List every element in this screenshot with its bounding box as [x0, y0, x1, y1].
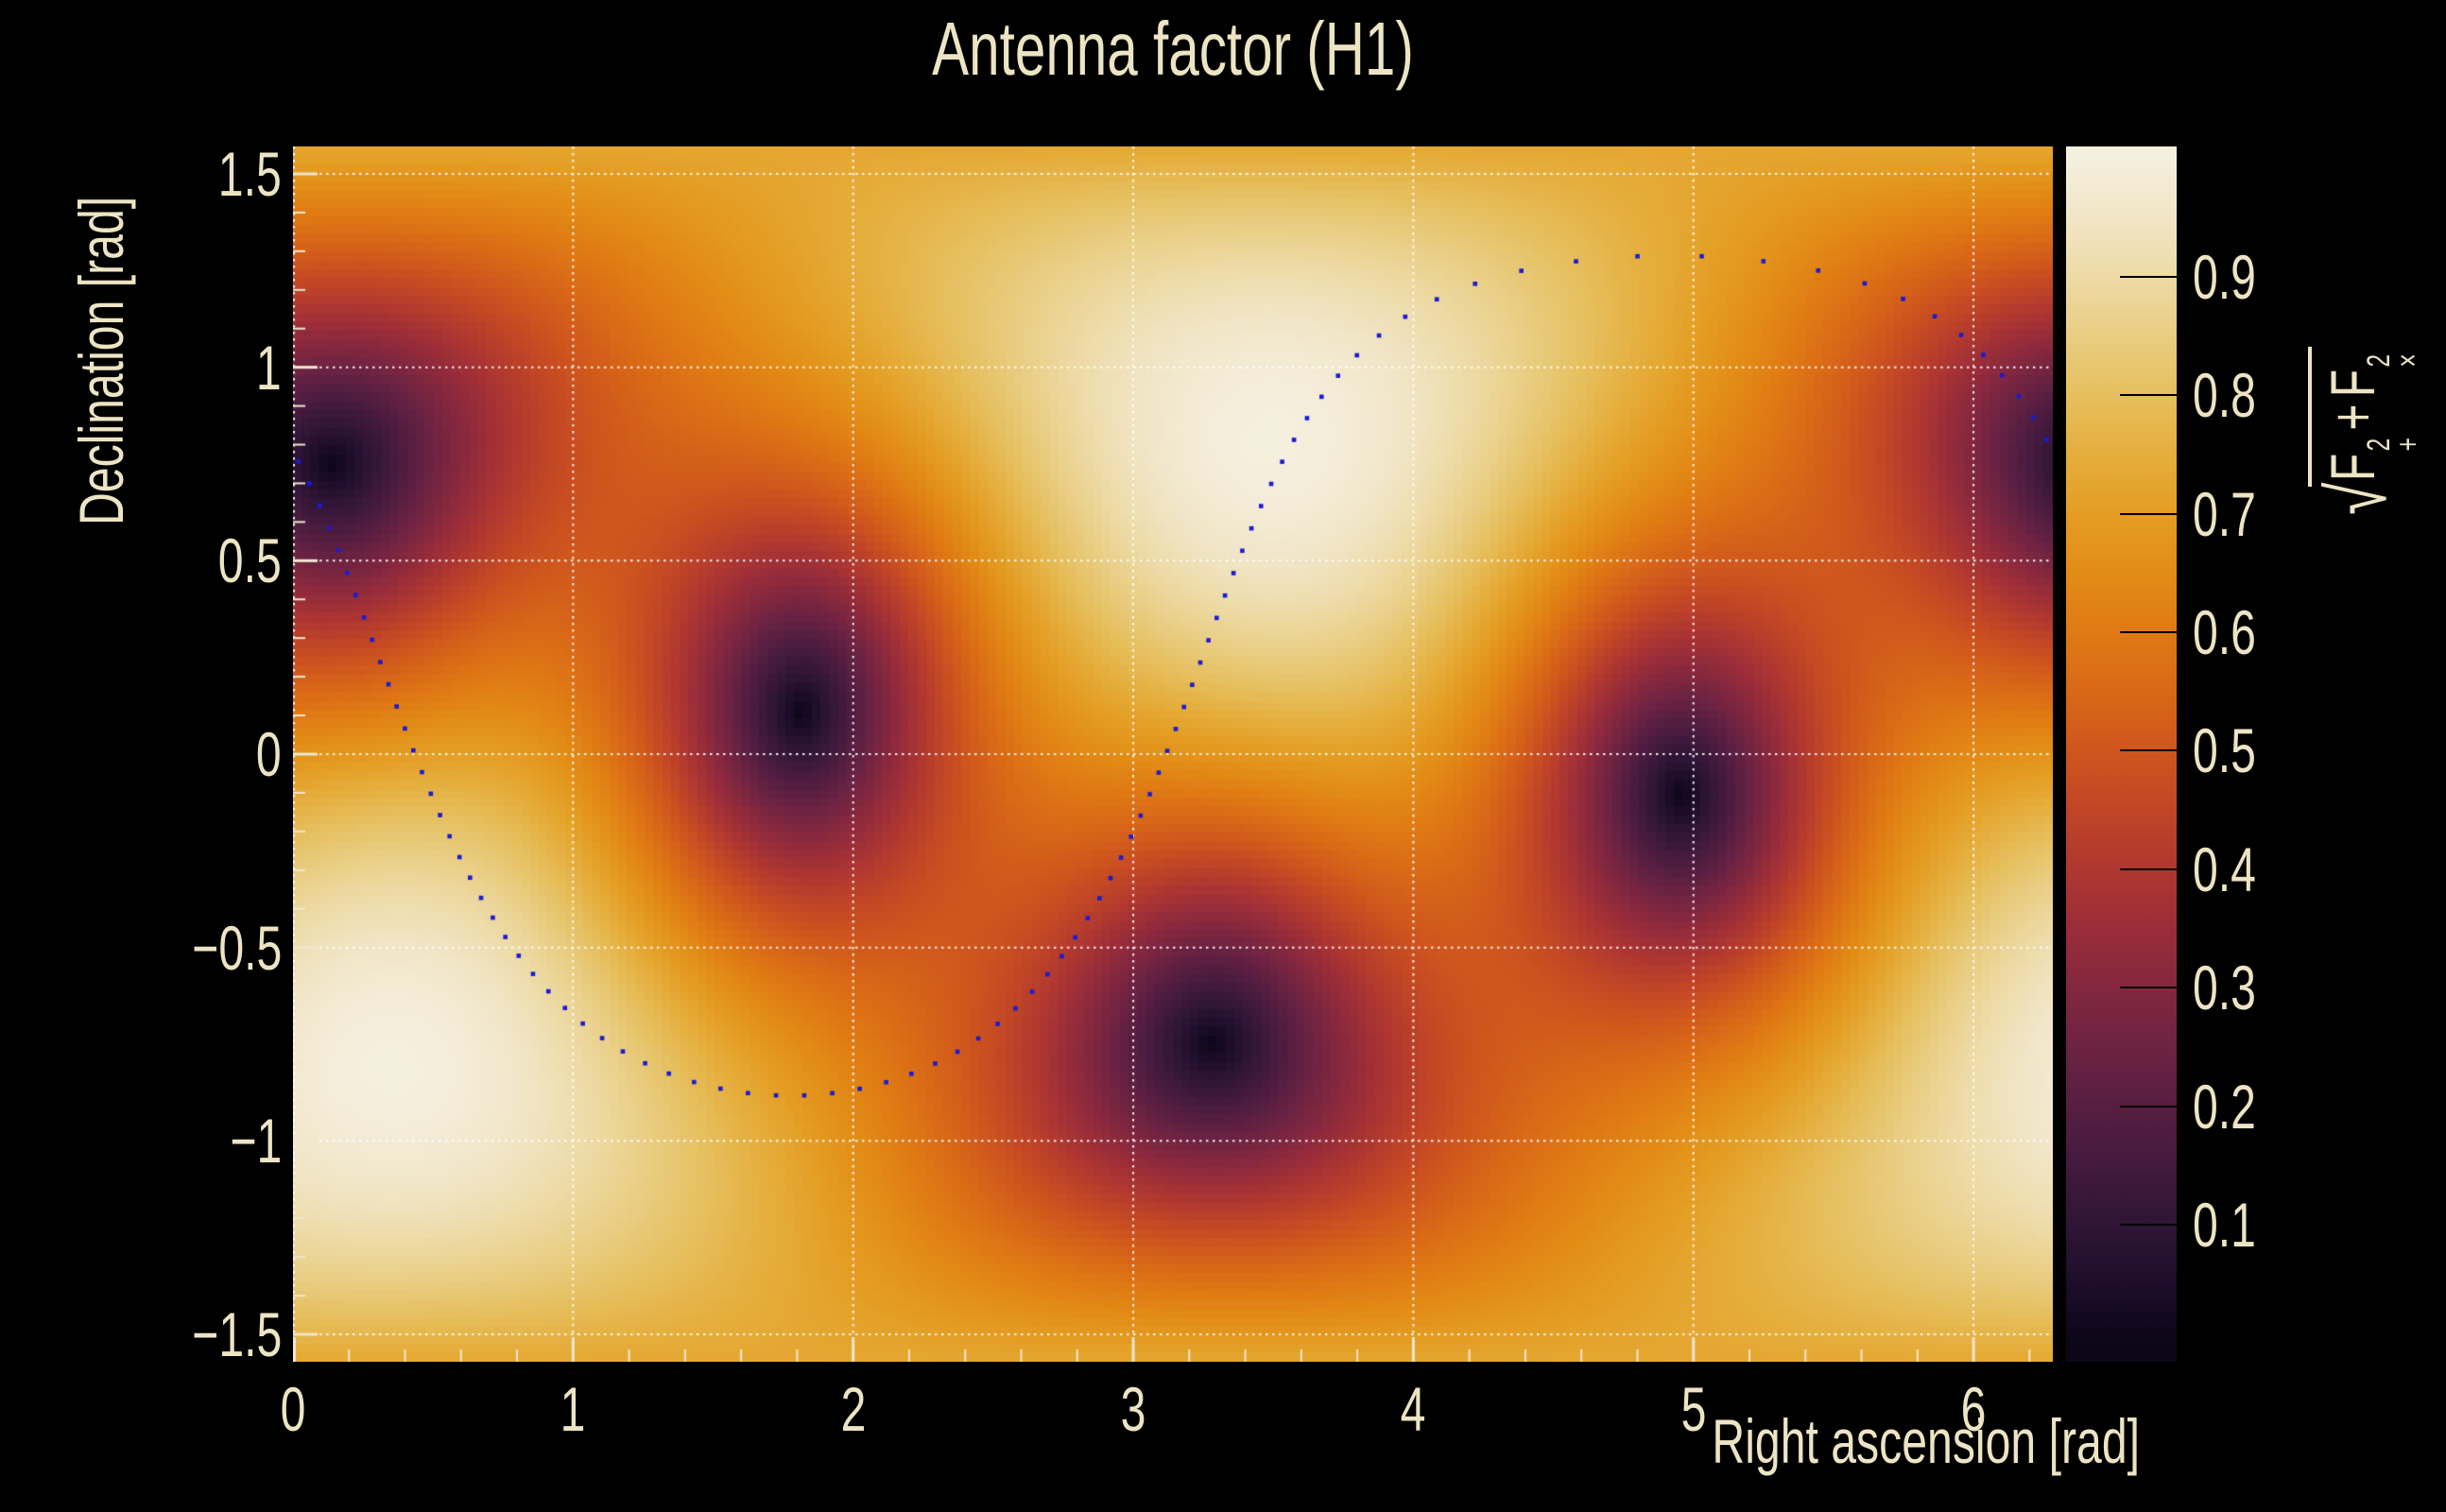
colorbar-tick-label: 0.8 [2193, 360, 2256, 431]
y-tick-label: 1.5 [218, 138, 282, 209]
colorbar-tick [2120, 749, 2177, 752]
colorbar-tick [2120, 394, 2177, 397]
colorbar-tick [2120, 868, 2177, 870]
f-cross-squared: F 2 × [2317, 353, 2427, 398]
f-plus-squared: F 2 + [2317, 437, 2427, 482]
colorbar-tick [2120, 987, 2177, 989]
y-tick-label: 0.5 [218, 525, 282, 596]
colorbar-axis-title: √F 2 + + F 2 × [2308, 346, 2426, 515]
colorbar-tick [2120, 512, 2177, 515]
colorbar-tick-label: 0.7 [2193, 478, 2256, 549]
antenna-factor-heatmap [293, 146, 2053, 1362]
colorbar-tick-label: 0.9 [2193, 241, 2256, 312]
x-tick-label: 3 [1120, 1374, 1146, 1444]
x-axis-title: Right ascension [rad] [1712, 1406, 2140, 1476]
y-axis-title: Declination [rad] [66, 196, 136, 525]
colorbar-tick [2120, 1224, 2177, 1227]
colorbar-tick-label: 0.5 [2193, 715, 2256, 786]
y-tick-label: −0.5 [191, 912, 282, 983]
colorbar-gradient [2066, 146, 2177, 1362]
x-tick-label: 6 [1960, 1374, 1987, 1444]
colorbar-tick-label: 0.6 [2193, 597, 2256, 668]
x-tick-label: 5 [1680, 1374, 1707, 1444]
colorbar-tick-label: 0.1 [2193, 1190, 2256, 1261]
y-tick-label: 1 [256, 332, 282, 403]
y-tick-label: −1 [230, 1106, 282, 1177]
x-tick-label: 1 [560, 1374, 586, 1444]
colorbar-tick [2120, 1105, 2177, 1108]
plus-operator: + [2317, 404, 2387, 431]
colorbar-tick [2120, 631, 2177, 634]
y-tick-label: 0 [256, 719, 282, 789]
colorbar-tick-label: 0.3 [2193, 953, 2256, 1023]
page-title: Antenna factor (H1) [932, 7, 1414, 91]
sqrt-radical-glyph: √ [2313, 482, 2403, 515]
colorbar-tick [2120, 275, 2177, 278]
colorbar-tick-label: 0.2 [2193, 1071, 2256, 1142]
colorbar-tick-label: 0.4 [2193, 833, 2256, 904]
x-tick-label: 2 [840, 1374, 867, 1444]
x-tick-label: 0 [280, 1374, 306, 1444]
x-tick-label: 4 [1400, 1374, 1426, 1444]
y-tick-label: −1.5 [191, 1299, 282, 1370]
radicand-group: F 2 + + F 2 × [2308, 346, 2427, 487]
